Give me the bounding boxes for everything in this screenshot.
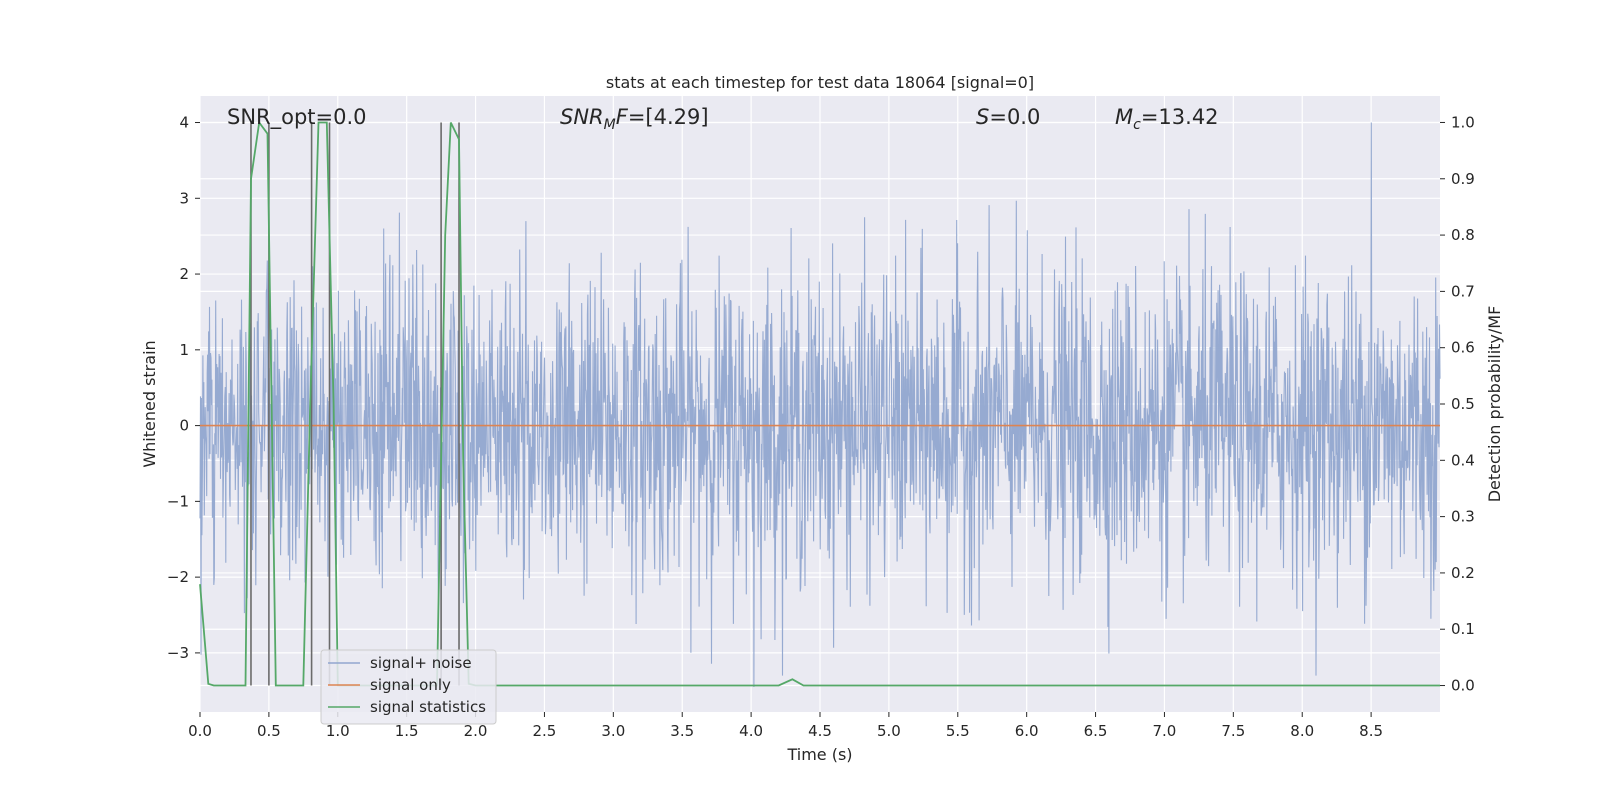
noise-line <box>199 122 1441 688</box>
legend-box <box>320 649 497 725</box>
x-tick-label: 3.0 <box>601 722 625 740</box>
y2-tick-label: 0.7 <box>1451 282 1475 300</box>
x-tick-label: 7.5 <box>1221 722 1245 740</box>
legend-label-noise: signal+ noise <box>370 654 472 672</box>
snr-mf-annotation: SNRMF=[4.29] <box>560 105 709 133</box>
y2-tick-label: 0.5 <box>1451 395 1475 413</box>
y-tick-label: −2 <box>167 568 189 586</box>
y2-tick-label: 0.2 <box>1451 564 1475 582</box>
y-tick-label: 2 <box>179 265 189 283</box>
y2-tick-label: 0.8 <box>1451 226 1475 244</box>
legend-label-stats: signal statistics <box>370 698 486 716</box>
x-tick-label: 6.0 <box>1015 722 1039 740</box>
x-tick-label: 0.0 <box>188 722 212 740</box>
x-tick-label: 1.5 <box>395 722 419 740</box>
y2-tick-label: 0.6 <box>1451 339 1475 357</box>
y2-tick-label: 0.3 <box>1451 508 1475 526</box>
chart-title: stats at each timestep for test data 180… <box>606 73 1034 92</box>
axes: 0.0 0.5 1.0 1.5 2.0 2.5 3.0 3.5 4.0 4.5 5.0 5.5 6.0 6… <box>167 113 1475 740</box>
legend-label-signal: signal only <box>370 676 451 694</box>
x-tick-label: 8.5 <box>1359 722 1383 740</box>
snr-opt-annotation: SNR_opt=0.0 <box>227 105 367 130</box>
x-tick-label: 5.0 <box>877 722 901 740</box>
y2-tick-label: 0.1 <box>1451 620 1475 638</box>
y2-tick-label: 0.0 <box>1451 677 1475 695</box>
y2-tick-label: 0.9 <box>1451 170 1475 188</box>
x-tick-label: 6.5 <box>1084 722 1108 740</box>
y-tick-label: 4 <box>179 114 189 132</box>
x-tick-label: 8.0 <box>1290 722 1314 740</box>
s-annotation: S=0.0 <box>976 105 1040 129</box>
y-tick-label: −1 <box>167 492 189 510</box>
mc-annotation: Mc=13.42 <box>1115 105 1219 133</box>
y2-tick-label: 1.0 <box>1451 113 1475 131</box>
signal-noise-series <box>199 122 1441 688</box>
y-tick-label: −3 <box>167 644 189 662</box>
y2-tick-label: 0.4 <box>1451 451 1475 469</box>
y2-axis-label: Detection probability/MF <box>1485 306 1504 503</box>
stats-layer <box>199 120 1440 687</box>
x-tick-label: 1.0 <box>326 722 350 740</box>
x-tick-label: 0.5 <box>257 722 281 740</box>
x-tick-label: 4.5 <box>808 722 832 740</box>
y-tick-label: 3 <box>179 189 189 207</box>
x-tick-label: 3.5 <box>670 722 694 740</box>
x-tick-label: 2.0 <box>464 722 488 740</box>
y-axis-label: Whitened strain <box>140 340 159 467</box>
x-tick-label: 2.5 <box>533 722 557 740</box>
y-tick-label: 1 <box>179 341 189 359</box>
legend: signal+ noise signal only signal statist… <box>320 649 497 725</box>
x-tick-label: 4.0 <box>739 722 763 740</box>
x-tick-label: 5.5 <box>946 722 970 740</box>
x-axis-label: Time (s) <box>786 745 852 764</box>
y-tick-label: 0 <box>179 417 189 435</box>
x-tick-label: 7.0 <box>1153 722 1177 740</box>
